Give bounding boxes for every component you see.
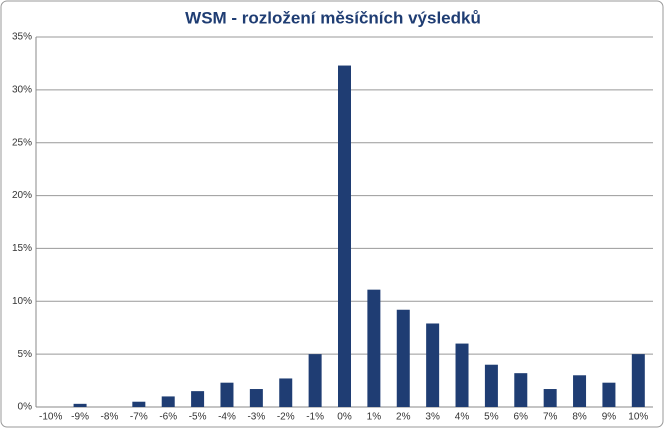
bar: [426, 323, 440, 407]
bar: [514, 373, 528, 407]
bar: [602, 382, 616, 407]
bar: [279, 378, 293, 407]
y-tick-label: 35%: [12, 32, 32, 43]
bar: [396, 309, 410, 407]
bar: [367, 289, 381, 407]
x-tick-label: -1%: [306, 412, 324, 423]
x-tick-label: 6%: [514, 412, 529, 423]
x-tick-label: 0%: [337, 412, 352, 423]
x-tick-label: -2%: [277, 412, 295, 423]
y-tick-label: 20%: [12, 190, 32, 201]
bar: [161, 396, 175, 407]
x-tick-label: -5%: [189, 412, 207, 423]
bar: [631, 354, 645, 407]
bar: [338, 65, 351, 408]
bar: [191, 391, 205, 407]
x-tick-label: -9%: [71, 412, 89, 423]
x-tick-label: 7%: [543, 412, 558, 423]
bar: [543, 389, 557, 407]
y-tick-label: 15%: [12, 243, 32, 254]
bar: [73, 403, 87, 407]
x-tick-label: 2%: [396, 412, 411, 423]
x-tick-label: 3%: [425, 412, 440, 423]
x-tick-label: -8%: [101, 412, 119, 423]
bar: [484, 364, 498, 407]
chart-title: WSM - rozložení měsíčních výsledků: [185, 8, 481, 27]
x-tick-label: -3%: [247, 412, 265, 423]
bar: [308, 354, 322, 407]
x-tick-label: 8%: [572, 412, 587, 423]
x-tick-label: -7%: [130, 412, 148, 423]
x-tick-label: 10%: [628, 412, 648, 423]
x-tick-label: 1%: [367, 412, 382, 423]
bar: [455, 343, 469, 407]
y-tick-label: 25%: [12, 137, 32, 148]
bar: [573, 375, 587, 407]
x-tick-label: -10%: [39, 412, 62, 423]
y-tick-label: 10%: [12, 296, 32, 307]
bar: [249, 389, 263, 407]
x-tick-label: 4%: [455, 412, 470, 423]
bar: [220, 382, 234, 407]
y-tick-label: 5%: [18, 349, 33, 360]
x-tick-label: 5%: [484, 412, 499, 423]
y-tick-label: 0%: [18, 402, 33, 413]
bar: [132, 401, 146, 407]
x-tick-label: -4%: [218, 412, 236, 423]
x-tick-label: -6%: [159, 412, 177, 423]
y-tick-label: 30%: [12, 84, 32, 95]
x-tick-label: 9%: [602, 412, 617, 423]
